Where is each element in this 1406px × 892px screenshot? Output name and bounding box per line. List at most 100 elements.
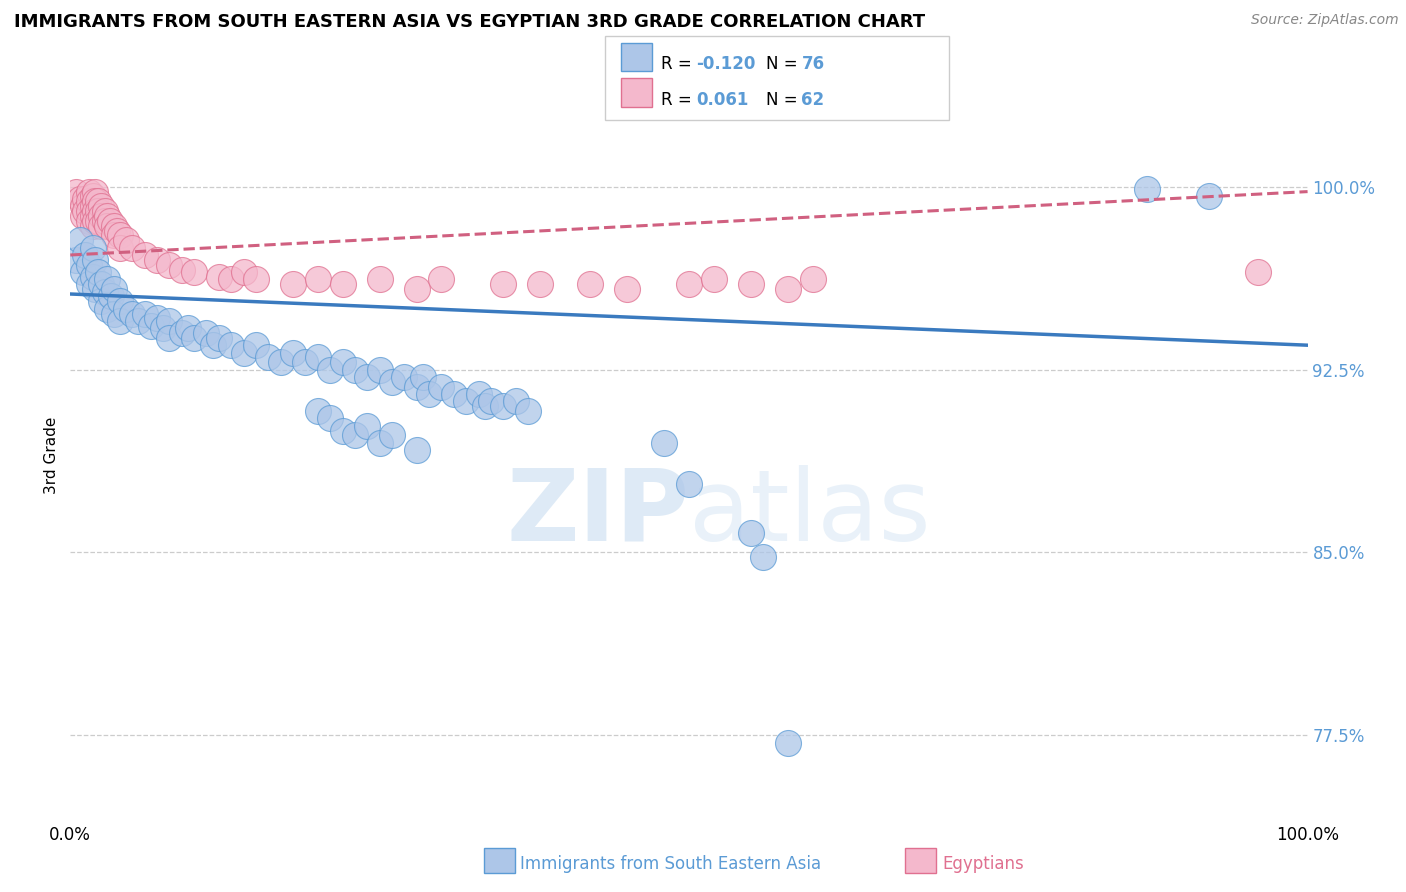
Point <box>94 204 117 219</box>
Point <box>281 345 304 359</box>
Point <box>84 252 107 267</box>
Point <box>77 204 100 219</box>
Point <box>96 272 118 286</box>
Point <box>77 194 100 209</box>
Point <box>678 477 700 491</box>
Point <box>98 214 121 228</box>
Point <box>356 418 378 433</box>
Point <box>121 241 143 255</box>
Point <box>108 241 131 255</box>
Point <box>1247 265 1270 279</box>
Point <box>82 241 104 255</box>
Point <box>84 214 107 228</box>
Point <box>177 321 200 335</box>
Point <box>517 404 540 418</box>
Point <box>65 185 87 199</box>
Point <box>307 404 329 418</box>
Point <box>82 209 104 223</box>
Point <box>232 265 254 279</box>
Point <box>82 199 104 213</box>
Point <box>96 301 118 316</box>
Text: atlas: atlas <box>689 465 931 562</box>
Point <box>319 411 342 425</box>
Text: Source: ZipAtlas.com: Source: ZipAtlas.com <box>1251 13 1399 28</box>
Point <box>332 355 354 369</box>
Point <box>703 272 725 286</box>
Point <box>86 214 108 228</box>
Point <box>740 277 762 292</box>
Point <box>69 233 91 247</box>
Point <box>368 435 391 450</box>
Point <box>69 192 91 206</box>
Point <box>245 338 267 352</box>
Point <box>72 265 94 279</box>
Text: IMMIGRANTS FROM SOUTH EASTERN ASIA VS EGYPTIAN 3RD GRADE CORRELATION CHART: IMMIGRANTS FROM SOUTH EASTERN ASIA VS EG… <box>14 13 925 31</box>
Point <box>752 550 775 565</box>
Point <box>75 248 97 262</box>
Point <box>84 282 107 296</box>
Point <box>776 736 799 750</box>
Point <box>157 331 180 345</box>
Point <box>529 277 551 292</box>
Point <box>103 228 125 243</box>
Point <box>219 272 242 286</box>
Point <box>152 321 174 335</box>
Point <box>405 379 427 393</box>
Point <box>75 192 97 206</box>
Point <box>90 219 112 233</box>
Text: 62: 62 <box>801 91 824 109</box>
Point <box>157 314 180 328</box>
Point <box>412 370 434 384</box>
Point <box>146 252 169 267</box>
Point <box>430 379 453 393</box>
Point <box>96 209 118 223</box>
Point <box>474 399 496 413</box>
Text: ZIP: ZIP <box>506 465 689 562</box>
Point <box>84 204 107 219</box>
Point <box>94 214 117 228</box>
Point <box>105 224 128 238</box>
Point <box>430 272 453 286</box>
Point <box>108 294 131 309</box>
Point <box>170 262 193 277</box>
Text: Egyptians: Egyptians <box>942 855 1024 872</box>
Point <box>307 272 329 286</box>
Point <box>343 428 366 442</box>
Point <box>479 394 502 409</box>
Point <box>579 277 602 292</box>
Point <box>294 355 316 369</box>
Point <box>121 306 143 320</box>
Point <box>232 345 254 359</box>
Point <box>492 277 515 292</box>
Y-axis label: 3rd Grade: 3rd Grade <box>44 417 59 493</box>
Point <box>616 282 638 296</box>
Point <box>77 214 100 228</box>
Point <box>139 318 162 333</box>
Point <box>492 399 515 413</box>
Text: N =: N = <box>766 55 803 73</box>
Point <box>103 306 125 320</box>
Point <box>108 314 131 328</box>
Text: Immigrants from South Eastern Asia: Immigrants from South Eastern Asia <box>520 855 821 872</box>
Point <box>183 265 205 279</box>
Point <box>65 252 87 267</box>
Point <box>319 362 342 376</box>
Point <box>307 351 329 365</box>
Point <box>801 272 824 286</box>
Point <box>456 394 478 409</box>
Point <box>381 375 404 389</box>
Point <box>343 362 366 376</box>
Point <box>405 282 427 296</box>
Point <box>332 277 354 292</box>
Point <box>90 277 112 292</box>
Point <box>257 351 280 365</box>
Point <box>381 428 404 442</box>
Point <box>405 443 427 458</box>
Point <box>467 387 489 401</box>
Point <box>86 204 108 219</box>
Text: N =: N = <box>766 91 803 109</box>
Point <box>170 326 193 340</box>
Point <box>195 326 218 340</box>
Point <box>134 306 156 320</box>
Point <box>219 338 242 352</box>
